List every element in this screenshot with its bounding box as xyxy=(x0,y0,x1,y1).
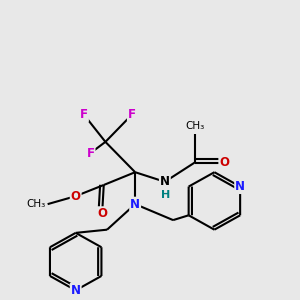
Text: F: F xyxy=(80,108,88,121)
Text: N: N xyxy=(160,175,170,188)
Text: N: N xyxy=(71,284,81,297)
Text: CH₃: CH₃ xyxy=(27,199,46,209)
Text: O: O xyxy=(219,156,229,169)
Text: O: O xyxy=(97,207,107,220)
Text: O: O xyxy=(71,190,81,203)
Text: H: H xyxy=(161,190,170,200)
Text: F: F xyxy=(87,146,94,160)
Text: CH₃: CH₃ xyxy=(185,121,204,131)
Text: N: N xyxy=(130,198,140,211)
Text: N: N xyxy=(235,180,245,193)
Text: F: F xyxy=(128,108,136,121)
